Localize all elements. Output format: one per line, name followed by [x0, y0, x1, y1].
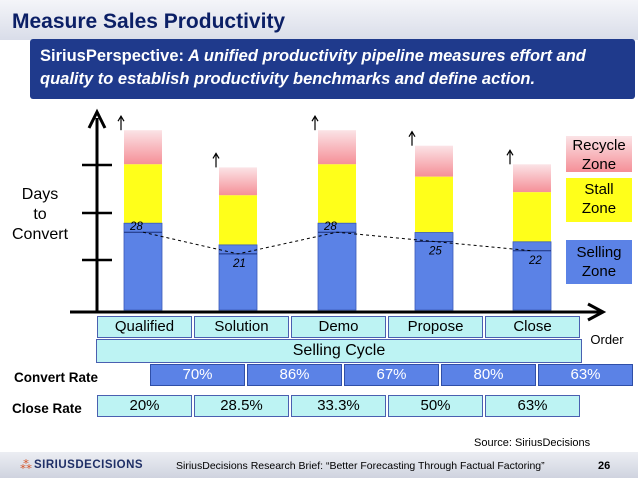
convert-rate-cell: 63%	[538, 364, 633, 386]
selling-cycle-bar: Selling Cycle	[96, 339, 582, 363]
selling-bar	[414, 232, 454, 311]
recycle-bar	[415, 145, 453, 177]
selling-value-label: 28	[323, 221, 337, 233]
bars-layer: 28 21 28 25 22	[117, 115, 552, 311]
stage-label-solution: Solution	[194, 316, 289, 338]
recycle-bar	[219, 167, 257, 196]
page-title: Measure Sales Productivity	[12, 10, 286, 33]
stall-bar	[124, 164, 162, 224]
stall-bar	[318, 164, 356, 224]
bar-arrow-head	[408, 130, 416, 138]
recycle-bar	[513, 164, 551, 193]
convert-rate-cell: 86%	[247, 364, 342, 386]
selling-trend-line	[142, 231, 533, 255]
stage-label-propose: Propose	[388, 316, 483, 338]
convert-rate-cell: 70%	[150, 364, 245, 386]
selling-value-label: 25	[428, 246, 442, 258]
convert-rate-cell: 67%	[344, 364, 439, 386]
close-rate-cell: 28.5%	[194, 395, 289, 417]
footer-citation: SiriusDecisions Research Brief: “Better …	[176, 460, 545, 472]
stall-bar	[513, 192, 551, 242]
x-axis-arrow	[587, 302, 607, 322]
selling-value-label: 28	[129, 221, 143, 233]
legend-stall: Stall Zone	[566, 178, 632, 222]
selling-bar	[218, 244, 258, 311]
axis-layer	[70, 108, 607, 322]
banner-text: A unified productivity pipeline measures…	[40, 47, 586, 88]
bar-arrow-head	[506, 149, 514, 156]
legend-recycle: Recycle Zone	[566, 136, 632, 173]
bar-arrow-head	[212, 152, 220, 159]
close-rate-cell: 33.3%	[291, 395, 386, 417]
bar-arrow-head	[311, 115, 319, 122]
company-logo: SIRIUSDECISIONS	[34, 459, 144, 471]
selling-bar	[123, 222, 163, 311]
order-label: Order	[590, 332, 624, 347]
recycle-bar	[318, 130, 356, 165]
perspective-banner: SiriusPerspective: A unified productivit…	[30, 39, 635, 99]
page-number: 26	[598, 460, 611, 472]
stage-label-close: Close	[485, 316, 580, 338]
close-rate-cell: 20%	[97, 395, 192, 417]
stall-bar	[415, 176, 453, 233]
close-rate-label: Close Rate	[12, 401, 82, 416]
bar-arrow-head	[117, 115, 125, 122]
selling-bar	[512, 241, 552, 311]
title-bar	[0, 0, 638, 40]
legend-selling: Selling Zone	[566, 240, 632, 284]
recycle-bar	[124, 130, 162, 165]
y-axis-arrow	[87, 108, 107, 129]
stage-label-qualified: Qualified	[97, 316, 192, 338]
banner-lead: SiriusPerspective:	[40, 47, 184, 65]
convert-rate-cell: 80%	[441, 364, 536, 386]
selling-value-label: 22	[528, 255, 542, 267]
stall-bar	[219, 195, 257, 245]
selling-value-label: 21	[232, 258, 246, 270]
selling-bar	[317, 222, 357, 311]
source-note: Source: SiriusDecisions	[474, 437, 591, 449]
logo-dots-icon: ⁂	[20, 458, 32, 472]
y-axis-label: Days to Convert	[11, 186, 69, 243]
convert-rate-label: Convert Rate	[14, 370, 99, 385]
close-rate-cell: 50%	[388, 395, 483, 417]
footer-bar	[0, 452, 638, 478]
stage-label-demo: Demo	[291, 316, 386, 338]
close-rate-cell: 63%	[485, 395, 580, 417]
